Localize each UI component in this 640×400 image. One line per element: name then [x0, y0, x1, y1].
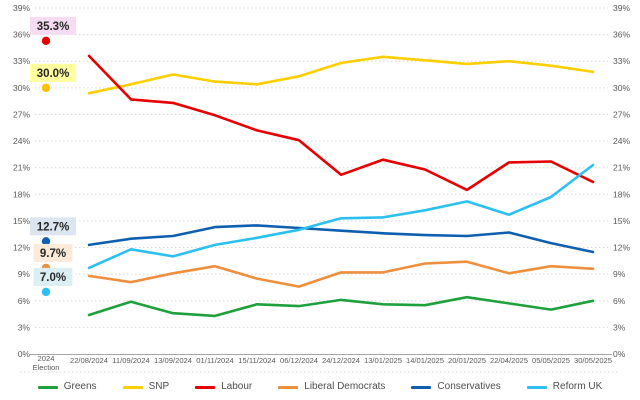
x-label-10: 22/04/2025: [490, 356, 528, 365]
y-tick-left-39: 39%: [13, 3, 30, 13]
y-tick-right-12: 12%: [613, 243, 630, 253]
y-tick-right-0: 0%: [613, 349, 626, 359]
election-label-bg-snp: [30, 63, 76, 82]
series-line-greens: [87, 295, 595, 318]
x-label-3: 01/11/2024: [196, 356, 233, 365]
y-tick-right-18: 18%: [613, 189, 630, 199]
y-tick-left-0: 0%: [18, 349, 31, 359]
legend-item-conservatives: Conservatives: [411, 381, 501, 392]
y-tick-left-18: 18%: [13, 189, 30, 199]
legend-swatch-conservatives: [411, 385, 432, 389]
election-label-labour: 35.3%: [37, 21, 70, 33]
election-dot-snp: [41, 83, 51, 93]
legend-swatch-snp: [122, 385, 143, 389]
series-line-liberal-democrats: [87, 260, 595, 288]
x-label-12: 30/05/2025: [574, 356, 612, 365]
x-label-8: 14/01/2025: [406, 356, 444, 365]
legend-item-reform-uk: Reform UK: [526, 381, 603, 392]
election-label-bg-liberal-democrats: [33, 243, 73, 262]
chart-legend: Greens SNP Labour Liberal Democrats Conserva…: [0, 377, 640, 397]
x-label-2: 13/09/2024: [154, 356, 192, 365]
y-tick-left-21: 21%: [13, 163, 30, 173]
x-label-7: 13/01/2025: [364, 356, 402, 365]
x-label-4: 15/11/2024: [238, 356, 275, 365]
legend-label-labour: Labour: [221, 381, 253, 392]
y-tick-left-30: 30%: [13, 83, 30, 93]
legend-label-reform-uk: Reform UK: [552, 381, 603, 392]
y-tick-left-3: 3%: [18, 322, 31, 332]
series-line-conservatives: [87, 224, 595, 254]
y-tick-left-15: 15%: [13, 216, 30, 226]
series-line-labour: [87, 54, 595, 192]
legend-label-liberal-democrats: Liberal Democrats: [304, 381, 386, 392]
y-tick-right-27: 27%: [613, 109, 630, 119]
legend-label-snp: SNP: [148, 381, 170, 392]
series-line-reform-uk: [87, 163, 595, 270]
election-label-bg-reform-uk: [33, 267, 73, 286]
legend-item-greens: Greens: [37, 381, 97, 392]
y-tick-left-24: 24%: [13, 136, 30, 146]
x-label-1: 11/09/2024: [112, 356, 149, 365]
election-label-bg-labour: [30, 16, 76, 35]
y-tick-right-24: 24%: [613, 136, 630, 146]
legend-item-snp: SNP: [122, 381, 170, 392]
election-label-conservatives: 12.7%: [37, 221, 70, 233]
y-tick-left-36: 36%: [13, 30, 30, 40]
legend-label-conservatives: Conservatives: [437, 381, 501, 392]
election-label-reform-uk: 7.0%: [40, 272, 66, 284]
election-dot-labour: [41, 36, 51, 46]
legend-swatch-greens: [37, 385, 58, 389]
x-label-election-line1: 2024: [38, 354, 55, 363]
x-label-election-line2: Election: [32, 363, 59, 372]
y-tick-right-39: 39%: [613, 3, 630, 13]
y-tick-left-12: 12%: [13, 243, 30, 253]
x-label-6: 24/12/2024: [322, 356, 360, 365]
x-label-9: 20/01/2025: [448, 356, 486, 365]
legend-swatch-reform-uk: [526, 385, 547, 389]
legend-label-greens: Greens: [63, 381, 97, 392]
series-line-snp: [87, 55, 595, 95]
y-tick-right-21: 21%: [613, 163, 630, 173]
y-tick-right-3: 3%: [613, 322, 626, 332]
legend-item-liberal-democrats: Liberal Democrats: [278, 382, 385, 392]
x-label-5: 06/12/2024: [280, 356, 318, 365]
legend-item-labour: Labour: [195, 382, 252, 392]
y-tick-right-6: 6%: [613, 296, 626, 306]
election-dot-reform-uk: [41, 287, 51, 297]
y-tick-right-33: 33%: [613, 56, 630, 66]
y-tick-right-36: 36%: [613, 30, 630, 40]
y-tick-left-27: 27%: [13, 109, 30, 119]
legend-swatch-labour: [195, 385, 216, 389]
y-tick-right-30: 30%: [613, 83, 630, 93]
y-tick-right-9: 9%: [613, 269, 626, 279]
x-label-0: 22/08/2024: [70, 356, 108, 365]
y-tick-right-15: 15%: [613, 216, 630, 226]
legend-swatch-liberal-democrats: [278, 385, 299, 389]
election-label-bg-conservatives: [30, 217, 76, 236]
election-dot-conservatives: [41, 237, 51, 246]
election-label-snp: 30.0%: [37, 68, 70, 80]
election-label-liberal-democrats: 9.7%: [40, 248, 66, 260]
y-tick-left-9: 9%: [18, 269, 31, 279]
x-label-11: 05/05/2025: [532, 356, 570, 365]
y-tick-left-33: 33%: [13, 56, 30, 66]
y-tick-left-6: 6%: [18, 296, 31, 306]
